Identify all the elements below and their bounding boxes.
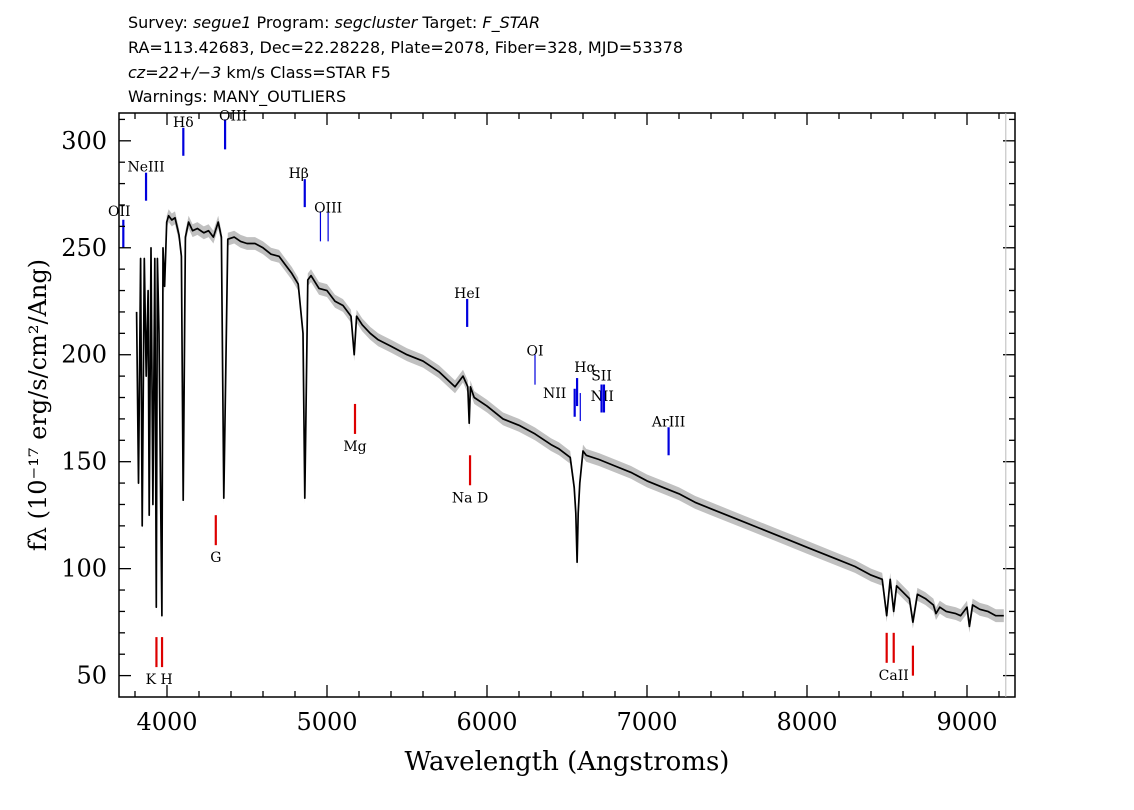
- x-axis-label: Wavelength (Angstroms): [405, 747, 730, 777]
- y-tick-label: 150: [61, 448, 107, 476]
- y-axis-label: fλ (10⁻¹⁷ erg/s/cm²/Ang): [24, 259, 52, 551]
- header-line-2: RA=113.42683, Dec=22.28228, Plate=2078, …: [128, 38, 684, 57]
- emission-line-label: Hδ: [173, 115, 194, 131]
- axes-layer: 4000 5000 6000 7000 8000 9000 50 100 150 200 250 30…: [61, 112, 1016, 736]
- emission-line-label: Hβ: [289, 166, 309, 182]
- x-tick-label: 9000: [936, 708, 997, 736]
- x-tick-label: 7000: [616, 708, 677, 736]
- emission-line-label: NII: [543, 386, 566, 402]
- plot-frame: [118, 112, 1016, 698]
- absorption-line-label: Na D: [452, 490, 488, 506]
- error-band: [136, 209, 1004, 633]
- emission-line-label: OI: [526, 344, 543, 360]
- header-line-1: Survey: segue1 Program: segcluster Targe…: [128, 12, 540, 34]
- absorption-line-label: CaII: [879, 668, 909, 684]
- absorption-line-label: K H: [146, 672, 173, 688]
- emission-line-label: OIII: [219, 108, 247, 124]
- spectrum-line: [135, 214, 1004, 628]
- header-line-4: Warnings: MANY_OUTLIERS: [128, 87, 347, 106]
- y-tick-label: 50: [76, 662, 107, 690]
- y-tick-label: 300: [61, 127, 107, 155]
- x-tick-label: 5000: [296, 708, 357, 736]
- x-tick-label: 4000: [136, 708, 197, 736]
- y-tick-label: 250: [61, 234, 107, 262]
- header-line-3: cz=22+/−3 km/s Class=STAR F5: [128, 62, 391, 84]
- emission-line-label: HeI: [454, 286, 480, 302]
- emission-line-label: SII: [591, 368, 612, 384]
- program-value: segcluster: [334, 13, 418, 32]
- cz-value: cz=22+/−3: [128, 63, 222, 82]
- y-tick-label: 200: [61, 341, 107, 369]
- emission-line-label: ArIII: [651, 414, 685, 430]
- target-value: F_STAR: [482, 13, 541, 32]
- x-tick-label: 8000: [776, 708, 837, 736]
- x-tick-label: 6000: [456, 708, 517, 736]
- class-text: km/s Class=STAR F5: [221, 63, 391, 82]
- error-band-layer: [136, 209, 1004, 633]
- survey-value: segue1: [192, 13, 252, 32]
- emission-line-label: NeIII: [127, 160, 164, 176]
- survey-label: Survey:: [128, 13, 193, 32]
- program-label: Program:: [251, 13, 335, 32]
- emission-line-label: Hα: [574, 360, 596, 376]
- spectrum-layer: [135, 214, 1004, 628]
- absorption-line-label: Mg: [343, 439, 366, 455]
- absorption-line-label: G: [210, 550, 221, 566]
- y-tick-label: 100: [61, 555, 107, 583]
- line-markers-layer: OIINeIIIHδOIIIHβOIIIHeIOINIIHαNIISIIArII…: [108, 108, 915, 688]
- target-label: Target:: [417, 13, 483, 32]
- emission-line-label: OIII: [314, 200, 342, 216]
